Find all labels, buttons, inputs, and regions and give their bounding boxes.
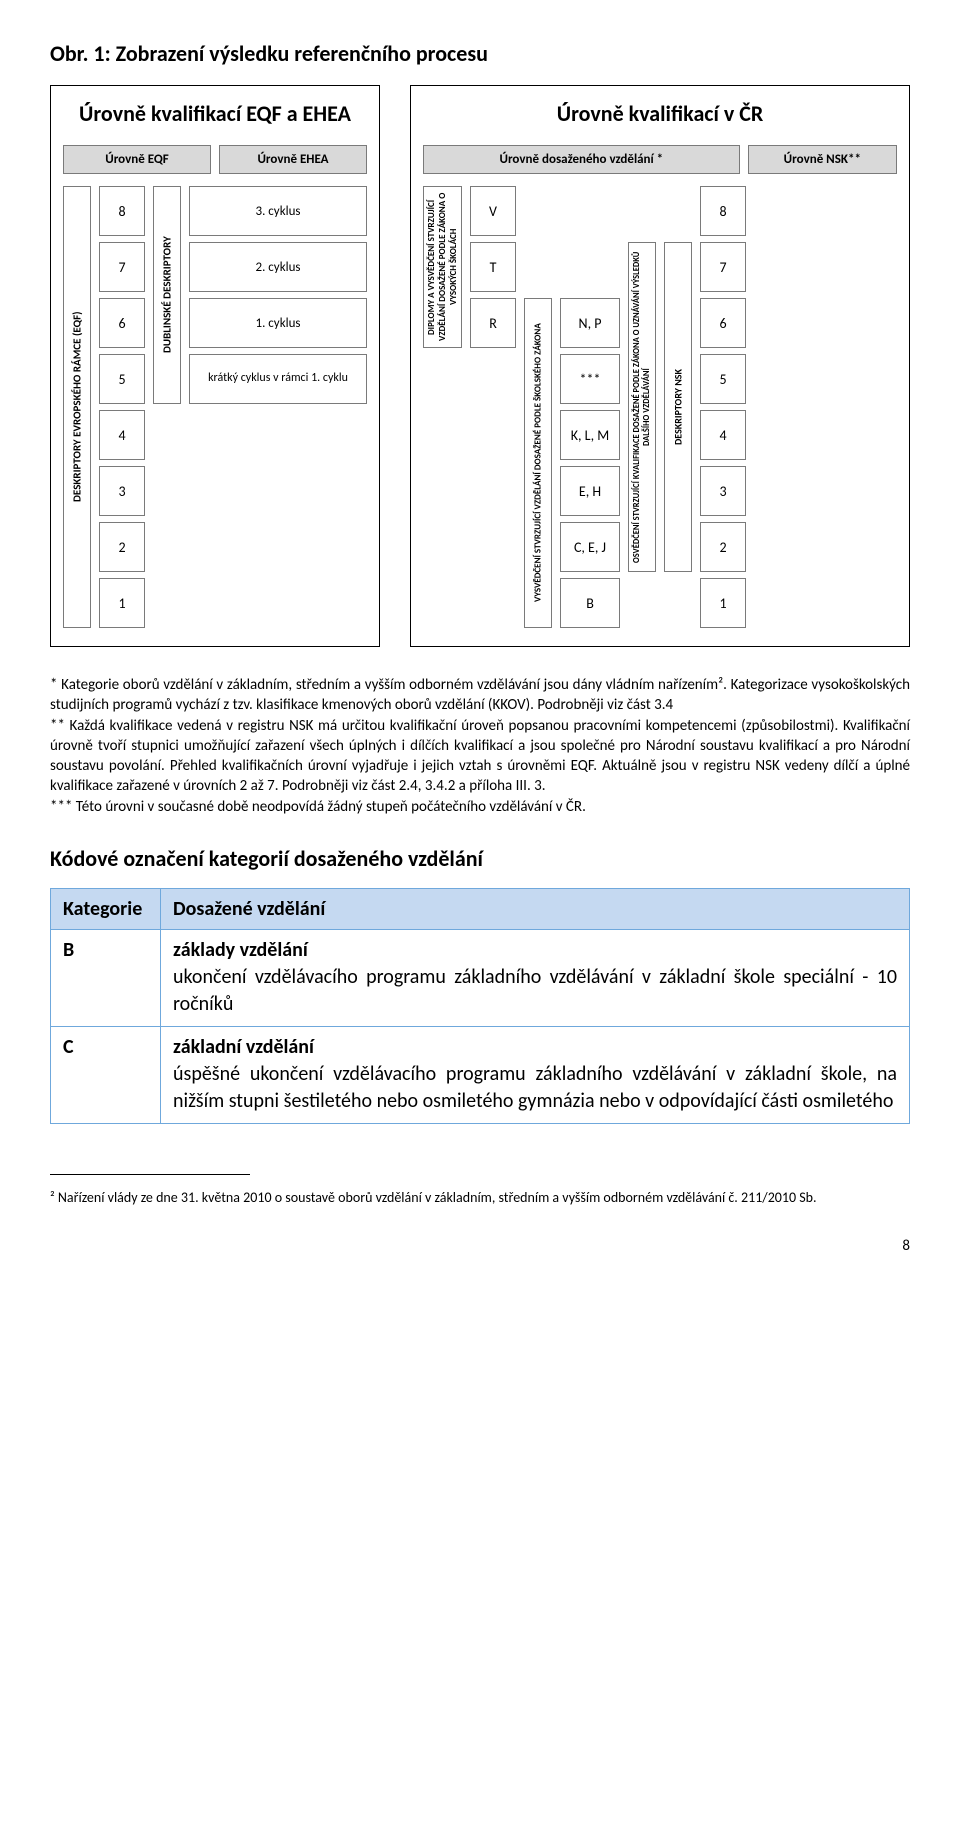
nsk-level: 4 bbox=[700, 410, 746, 460]
nsk-level: 1 bbox=[700, 578, 746, 628]
diagram: Úrovně kvalifikací EQF a EHEA Úrovně EQF… bbox=[50, 85, 910, 647]
he-code: V bbox=[470, 186, 516, 236]
right-panel-title: Úrovně kvalifikací v ČR bbox=[423, 100, 897, 127]
eqf-level: 7 bbox=[99, 242, 145, 292]
school-code: E, H bbox=[560, 466, 620, 516]
school-code: N, P bbox=[560, 298, 620, 348]
right-panel: Úrovně kvalifikací v ČR Úrovně dosaženéh… bbox=[410, 85, 910, 647]
nsk-level: 8 bbox=[700, 186, 746, 236]
th-category: Kategorie bbox=[51, 888, 161, 929]
cat-desc: ukončení vzdělávacího programu základníh… bbox=[173, 964, 897, 1018]
cat-cell: základy vzdělání ukončení vzdělávacího p… bbox=[161, 929, 910, 1026]
nsk-level: 6 bbox=[700, 298, 746, 348]
page-number: 8 bbox=[50, 1237, 910, 1255]
nsk-level: 2 bbox=[700, 522, 746, 572]
table-row: B základy vzdělání ukončení vzdělávacího… bbox=[51, 929, 910, 1026]
he-code: T bbox=[470, 242, 516, 292]
header-dosaz: Úrovně dosaženého vzdělání * bbox=[423, 145, 740, 174]
cat-code: B bbox=[51, 929, 161, 1026]
ehea-cycle: 3. cyklus bbox=[189, 186, 367, 236]
section-title: Kódové označení kategorií dosaženého vzd… bbox=[50, 845, 910, 872]
cat-cell: základní vzdělání úspěšné ukončení vzděl… bbox=[161, 1026, 910, 1123]
notes-text: * Kategorie oborů vzdělání v základním, … bbox=[50, 675, 910, 817]
th-desc: Dosažené vzdělání bbox=[161, 888, 910, 929]
left-panel-title: Úrovně kvalifikací EQF a EHEA bbox=[63, 100, 367, 127]
footnote: ² Nařízení vlády ze dne 31. května 2010 … bbox=[50, 1189, 910, 1207]
dublin-label: DUBLINSKÉ DESKRIPTORY bbox=[153, 186, 181, 404]
eqf-side-label: DESKRIPTORY EVROPSKÉHO RÁMCE (EQF) bbox=[63, 186, 91, 628]
eqf-level: 2 bbox=[99, 522, 145, 572]
school-code: C, E, J bbox=[560, 522, 620, 572]
nsk-desc-label: DESKRIPTORY NSK bbox=[664, 242, 692, 572]
category-table: Kategorie Dosažené vzdělání B základy vz… bbox=[50, 888, 910, 1124]
eqf-level: 8 bbox=[99, 186, 145, 236]
cat-code: C bbox=[51, 1026, 161, 1123]
ehea-cycle: 2. cyklus bbox=[189, 242, 367, 292]
eqf-level: 6 bbox=[99, 298, 145, 348]
table-row: C základní vzdělání úspěšné ukončení vzd… bbox=[51, 1026, 910, 1123]
header-nsk: Úrovně NSK** bbox=[748, 145, 897, 174]
cat-title: základy vzdělání bbox=[173, 938, 897, 962]
nsk-level: 3 bbox=[700, 466, 746, 516]
cat-desc: úspěšné ukončení vzdělávacího programu z… bbox=[173, 1061, 897, 1115]
ehea-cycle: 1. cyklus bbox=[189, 298, 367, 348]
ehea-cycle: krátký cyklus v rámci 1. cyklu bbox=[189, 354, 367, 404]
footnote-rule bbox=[50, 1174, 250, 1175]
school-code: K, L, M bbox=[560, 410, 620, 460]
eqf-level: 3 bbox=[99, 466, 145, 516]
he-code: R bbox=[470, 298, 516, 348]
header-ehea: Úrovně EHEA bbox=[219, 145, 367, 174]
nsk-level: 7 bbox=[700, 242, 746, 292]
eqf-level: 5 bbox=[99, 354, 145, 404]
left-panel: Úrovně kvalifikací EQF a EHEA Úrovně EQF… bbox=[50, 85, 380, 647]
vysved-label: VYSVĚDČENÍ STVRZUJÍCÍ VZDĚLÁNÍ DOSAŽENÉ … bbox=[524, 298, 552, 628]
school-code: B bbox=[560, 578, 620, 628]
nsk-level: 5 bbox=[700, 354, 746, 404]
figure-title: Obr. 1: Zobrazení výsledku referenčního … bbox=[50, 40, 910, 67]
header-eqf: Úrovně EQF bbox=[63, 145, 211, 174]
school-code: *** bbox=[560, 354, 620, 404]
eqf-level: 1 bbox=[99, 578, 145, 628]
cat-title: základní vzdělání bbox=[173, 1035, 897, 1059]
eqf-level: 4 bbox=[99, 410, 145, 460]
osved-label: OSVĚDČENÍ STVRZUJÍCÍ KVALIFIKACE DOSAŽEN… bbox=[628, 242, 656, 572]
diplom-label: DIPLOMY A VYSVĚDČENÍ STVRZUJÍCÍ VZDĚLÁNÍ… bbox=[423, 186, 462, 348]
